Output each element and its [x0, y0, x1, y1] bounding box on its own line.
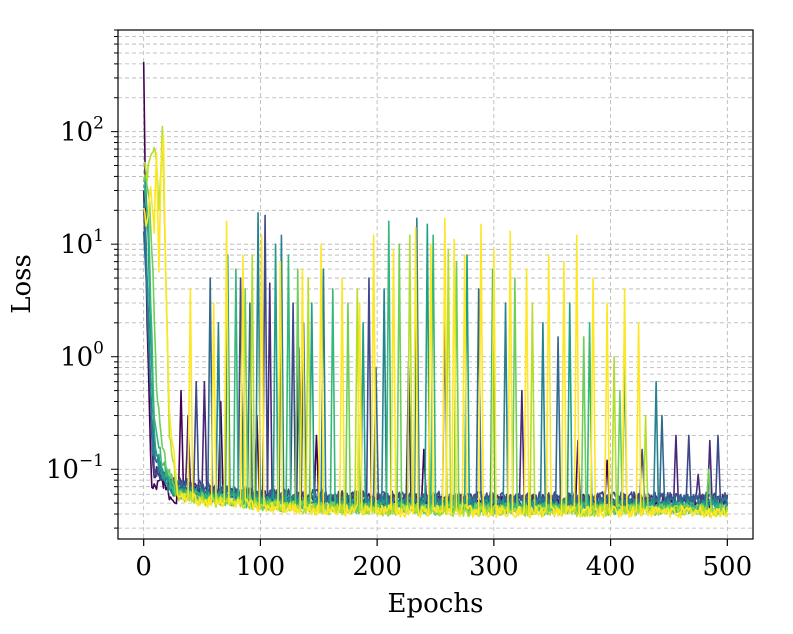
- y-tick-label: 101: [60, 226, 104, 260]
- y-tick-label: 100: [60, 339, 104, 373]
- x-tick-label: 500: [702, 552, 752, 582]
- y-tick-label: 102: [60, 114, 104, 148]
- x-tick-label: 100: [236, 552, 286, 582]
- series-lines: [142, 61, 729, 519]
- series-line: [142, 134, 729, 519]
- axis-ticks: 0 100 200 300 400 500 10−1 100 101 102: [46, 29, 752, 582]
- x-tick-label: 300: [469, 552, 519, 582]
- x-tick-label: 400: [586, 552, 636, 582]
- series-line: [143, 125, 729, 518]
- y-tick-label: 10−1: [46, 451, 104, 485]
- x-tick-label: 200: [352, 552, 402, 582]
- x-tick-label: 0: [135, 552, 152, 582]
- y-axis-label: Loss: [7, 254, 37, 314]
- x-axis-label: Epochs: [388, 589, 484, 619]
- plot-frame: [117, 29, 754, 540]
